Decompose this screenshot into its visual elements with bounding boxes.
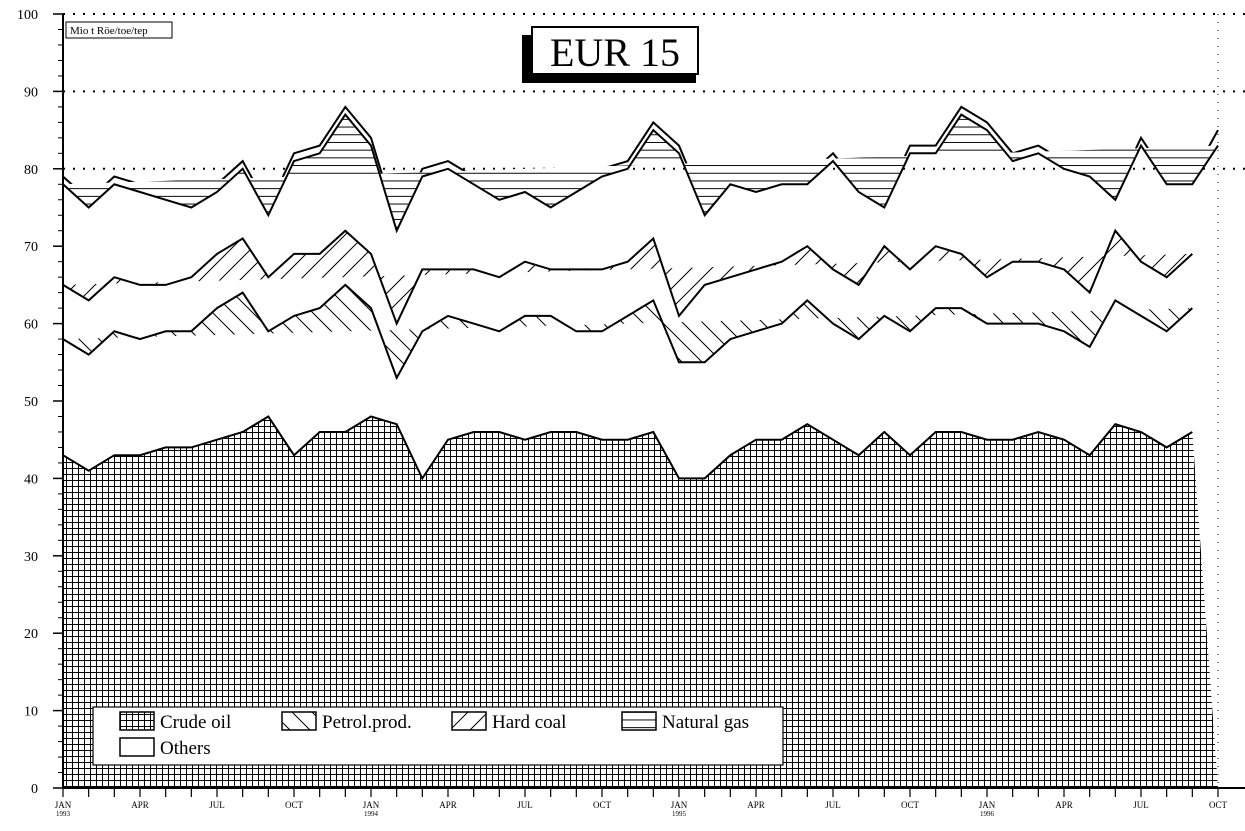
- y-tick-label: 10: [24, 705, 38, 720]
- y-tick-labels: 0 10 20 30 40 50 60 70 80 90 100: [17, 8, 38, 797]
- x-tick-label: APR: [439, 800, 457, 810]
- x-tick-label: OCT: [901, 800, 920, 810]
- legend-item-crude-oil: Crude oil: [119, 711, 231, 733]
- x-tick-year: 1996: [980, 810, 995, 818]
- x-tick-label: JAN: [363, 800, 380, 810]
- chart-title: EUR 15: [550, 30, 680, 75]
- line-crude-oil: [62, 415, 1193, 481]
- x-tick-label: OCT: [1209, 800, 1228, 810]
- x-tick-label: APR: [131, 800, 149, 810]
- legend-label-others: Others: [160, 738, 211, 759]
- legend-label-natural-gas: Natural gas: [662, 712, 749, 733]
- y-tick-label: 40: [24, 472, 38, 487]
- y-tick-label: 0: [31, 782, 38, 797]
- x-tick-label: JAN: [55, 800, 72, 810]
- legend-item-hard-coal: Hard coal: [451, 711, 566, 733]
- legend-label-crude-oil: Crude oil: [160, 712, 231, 733]
- stacked-areas: [62, 105, 1219, 788]
- x-tick-label: JAN: [671, 800, 688, 810]
- x-tick-label: JUL: [517, 800, 533, 810]
- legend-label-petrol-prod: Petrol.prod.: [322, 712, 412, 733]
- area-petrol-prod: [63, 284, 1193, 378]
- x-tick-label: APR: [747, 800, 765, 810]
- y-tick-label: 60: [24, 318, 38, 333]
- x-tick-label: JUL: [825, 800, 841, 810]
- x-tick-label: OCT: [593, 800, 612, 810]
- others-swatch: [119, 737, 155, 757]
- line-natural-gas: [62, 112, 1219, 234]
- chart-title-box: EUR 15: [522, 26, 699, 83]
- legend-item-others: Others: [119, 737, 211, 759]
- y-tick-label: 30: [24, 550, 38, 565]
- y-tick-label: 70: [24, 240, 38, 255]
- x-tick-year: 1994: [364, 810, 379, 818]
- legend: Crude oil Petrol.prod. Hard coal Natural…: [92, 706, 784, 766]
- legend-item-natural-gas: Natural gas: [621, 711, 749, 733]
- y-tick-label: 90: [24, 85, 38, 100]
- hard-coal-swatch: [451, 711, 487, 731]
- legend-item-petrol-prod: Petrol.prod.: [281, 711, 412, 733]
- x-tick-label: OCT: [285, 800, 304, 810]
- area-hard-coal: [63, 230, 1193, 324]
- area-natural-gas: [63, 114, 1218, 231]
- y-tick-label: 20: [24, 627, 38, 642]
- unit-label-box: Mio t Röe/toe/tep: [65, 21, 173, 39]
- x-tick-label: JAN: [979, 800, 996, 810]
- area-crude-oil: [63, 416, 1218, 788]
- gridlines: [63, 13, 1245, 170]
- y-tick-label: 80: [24, 163, 38, 178]
- line-petrol-prod: [62, 283, 1193, 381]
- y-axis-label: Mio t Röe/toe/tep: [70, 25, 148, 37]
- crude-oil-swatch: [119, 711, 155, 731]
- y-tick-label: 50: [24, 395, 38, 410]
- x-tick-year: 1993: [56, 810, 71, 818]
- x-tick-label: JUL: [1133, 800, 1149, 810]
- x-tick-year: 1995: [672, 810, 687, 818]
- petrol-prod-swatch: [281, 711, 317, 731]
- legend-label-hard-coal: Hard coal: [492, 712, 566, 733]
- axes: [53, 13, 1245, 797]
- natural-gas-swatch: [621, 711, 657, 731]
- x-tick-label: APR: [1055, 800, 1073, 810]
- x-tick-label: JUL: [209, 800, 225, 810]
- line-hard-coal: [62, 228, 1193, 327]
- y-tick-label: 100: [17, 8, 38, 23]
